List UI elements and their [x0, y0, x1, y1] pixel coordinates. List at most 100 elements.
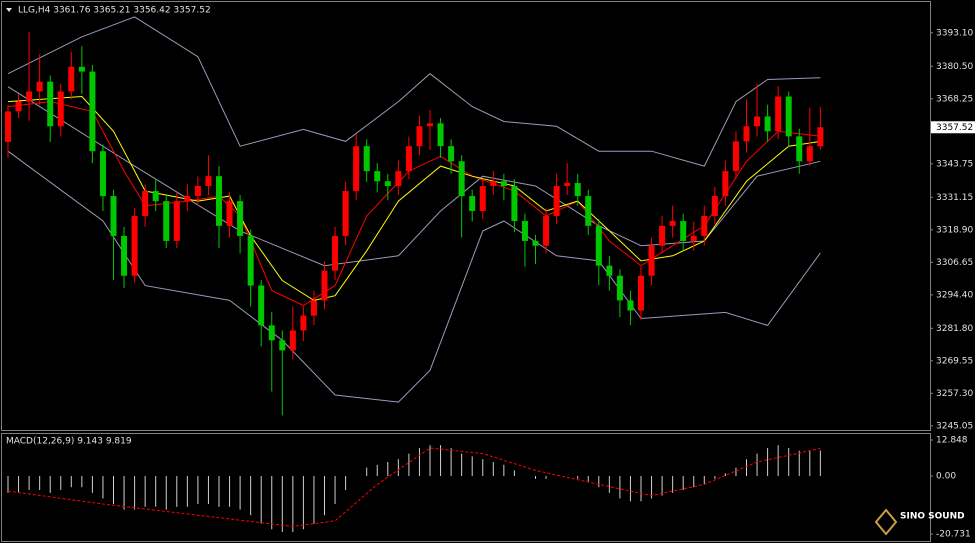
candle-body [289, 330, 296, 351]
candle-body [15, 101, 22, 112]
candle-body [363, 146, 370, 172]
candle-body [47, 81, 54, 127]
logo-icon [874, 508, 898, 536]
candle-body [543, 216, 550, 246]
candle-body [606, 265, 613, 276]
candle-body [722, 171, 729, 197]
y-tick-label: 3331.15 [936, 193, 973, 203]
indicator-line [7, 16, 821, 167]
candle-body [57, 91, 64, 127]
candle-body [110, 196, 117, 236]
candle-body [448, 146, 455, 162]
candle-body [384, 181, 391, 186]
price-panel [1, 1, 931, 431]
candle-body [416, 126, 423, 147]
candle-body [152, 191, 159, 202]
y-tick-label: 12.848 [936, 436, 968, 446]
candle-body [638, 275, 644, 311]
candle-body [806, 146, 813, 162]
candle-body [163, 201, 170, 241]
candle-body [732, 141, 739, 172]
candle-body [342, 191, 349, 236]
candle-body [479, 185, 486, 211]
price-tag-label: 3357.52 [936, 123, 973, 133]
candle-body [78, 66, 85, 72]
chart-title: LLG,H4 3361.76 3365.21 3356.42 3357.52 [18, 6, 211, 16]
candle-body [321, 270, 328, 301]
candle-body [216, 176, 222, 226]
y-tick-label: 0.00 [936, 472, 956, 482]
candle-body [194, 185, 201, 197]
y-tick-label: 3281.80 [936, 324, 973, 334]
candle-body [595, 225, 602, 266]
candle-body [775, 96, 782, 132]
candle-body [711, 196, 718, 216]
candle-body [701, 216, 708, 236]
candle-body [258, 285, 265, 326]
candle-body [142, 191, 149, 216]
y-tick-label: 3294.40 [936, 290, 973, 300]
candle-body [184, 196, 191, 202]
candle-body [553, 185, 560, 216]
y-tick-label: 3269.55 [936, 356, 973, 366]
candle-body [564, 183, 571, 186]
y-tick-label: 3393.10 [936, 28, 973, 38]
candle-body [427, 123, 433, 127]
y-tick-label: 3306.65 [936, 258, 973, 268]
candle-body [690, 235, 697, 241]
candle-body [754, 116, 761, 127]
candle-body [490, 181, 497, 186]
candle-body [521, 221, 528, 241]
candle-body [669, 221, 676, 226]
y-tick-label: 3245.05 [936, 421, 973, 431]
candle-body [627, 300, 634, 311]
candle-body [743, 126, 750, 142]
candle-body [237, 201, 244, 236]
candle-body [131, 216, 138, 276]
price-tag [931, 121, 975, 134]
y-tick-label: -20.731 [936, 530, 971, 540]
logo-text: SINO SOUND [900, 512, 965, 522]
menu-arrow [6, 8, 12, 12]
candle-body [437, 123, 444, 147]
candle-body [310, 300, 317, 316]
candle-body [353, 146, 360, 192]
candle-body [89, 71, 96, 152]
candle-body [659, 225, 666, 246]
logo: SINO SOUND [874, 508, 965, 536]
y-tick-label: 3368.25 [936, 94, 973, 104]
candle-body [395, 171, 402, 186]
candle-body [469, 196, 476, 211]
candle-body [796, 136, 803, 162]
candle-body [99, 151, 106, 197]
candle-body [500, 181, 507, 186]
candle-body [205, 176, 212, 186]
macd-title: MACD(12,26,9) 9.143 9.819 [6, 437, 132, 447]
candle-body [458, 161, 465, 197]
candle-body [226, 201, 233, 226]
candle-body [817, 127, 824, 147]
candle-body [247, 235, 254, 286]
macd-panel [1, 433, 931, 542]
candle-body [532, 240, 539, 246]
y-tick-label: 3380.50 [936, 62, 973, 72]
indicator-line [7, 447, 821, 527]
candle-body [332, 235, 339, 271]
candle-body [405, 146, 412, 172]
candle-body [68, 66, 75, 92]
candle-body [511, 185, 518, 222]
candle-body [616, 275, 623, 301]
candle-body [374, 171, 381, 182]
candle-body [648, 245, 655, 276]
candle-body [173, 201, 180, 241]
candle-body [26, 91, 33, 102]
candle-body [764, 116, 771, 132]
y-tick-label: 3257.30 [936, 389, 973, 399]
candle-body [574, 183, 581, 197]
candle-body [300, 315, 307, 331]
candle-body [279, 340, 286, 351]
indicator-line [7, 150, 821, 403]
